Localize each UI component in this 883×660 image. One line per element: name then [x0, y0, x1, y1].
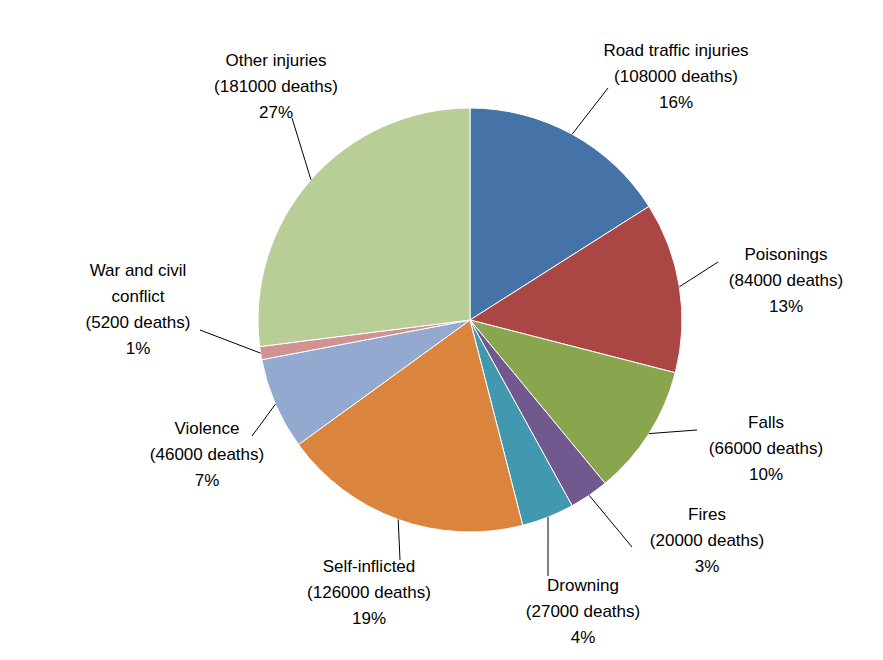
svg-text:Poisonings(84000 deaths)13%: Poisonings(84000 deaths)13% — [729, 245, 843, 316]
svg-text:Drowning(27000 deaths)4%: Drowning(27000 deaths)4% — [526, 576, 640, 647]
svg-text:Self-inflicted(126000 deaths)1: Self-inflicted(126000 deaths)19% — [307, 557, 431, 628]
svg-text:Road traffic injuries(108000 d: Road traffic injuries(108000 deaths)16% — [603, 41, 748, 112]
svg-text:War and civilconflict(5200 dea: War and civilconflict(5200 deaths)1% — [86, 261, 191, 358]
svg-text:Other injuries(181000 deaths)2: Other injuries(181000 deaths)27% — [214, 51, 338, 122]
svg-text:Falls(66000 deaths)10%: Falls(66000 deaths)10% — [709, 413, 823, 484]
svg-text:Fires(20000 deaths)3%: Fires(20000 deaths)3% — [650, 505, 764, 576]
svg-text:Violence(46000 deaths)7%: Violence(46000 deaths)7% — [150, 419, 264, 490]
